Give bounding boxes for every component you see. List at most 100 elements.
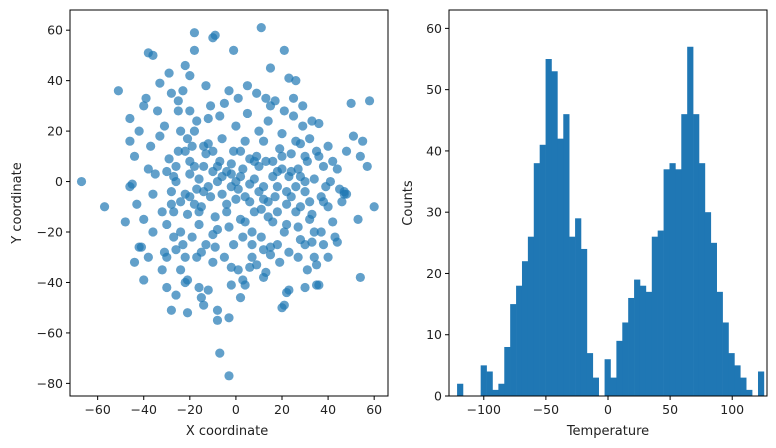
- scatter-point: [305, 134, 315, 144]
- histogram-bar: [746, 389, 753, 396]
- scatter-axes-frame: [69, 9, 389, 397]
- scatter-point: [166, 305, 176, 315]
- scatter-point: [277, 164, 287, 174]
- scatter-point: [302, 265, 312, 275]
- scatter-point: [307, 209, 317, 219]
- scatter-point: [152, 106, 163, 116]
- histogram-bar: [457, 383, 464, 396]
- scatter-point: [125, 113, 135, 124]
- scatter-point: [270, 96, 280, 106]
- scatter-point: [185, 192, 195, 202]
- scatter-point: [307, 237, 317, 247]
- scatter-point: [222, 166, 232, 177]
- scatter-point: [261, 93, 271, 103]
- scatter-point: [219, 98, 229, 108]
- scatter-point: [265, 63, 276, 73]
- histogram-bar: [722, 322, 729, 396]
- scatter-point: [233, 184, 243, 194]
- scatter-point: [169, 207, 179, 217]
- scatter-point: [210, 242, 220, 252]
- scatter-point: [208, 257, 218, 267]
- scatter-point: [256, 232, 266, 242]
- scatter-point: [182, 308, 193, 318]
- scatter-point: [300, 282, 310, 293]
- scatter-point: [261, 156, 271, 166]
- scatter-point: [224, 86, 234, 96]
- scatter-point: [240, 136, 250, 146]
- histogram-bar: [527, 236, 535, 396]
- histogram-y-axis-label: Counts: [401, 180, 416, 226]
- histogram-bar: [580, 248, 588, 396]
- scatter-point: [182, 134, 193, 144]
- scatter-point: [300, 240, 310, 250]
- histogram-bar: [545, 59, 552, 397]
- scatter-point: [132, 199, 142, 209]
- scatter-x-tick-label: 40: [320, 402, 336, 417]
- scatter-point: [247, 240, 257, 250]
- scatter-point: [341, 189, 352, 199]
- scatter-point: [185, 169, 195, 179]
- histogram-bar: [693, 114, 700, 397]
- scatter-point: [185, 70, 195, 81]
- scatter-point: [311, 260, 322, 270]
- scatter-point: [166, 187, 176, 197]
- histogram-y-ticks: 0 10 20 30 40 50 60: [426, 21, 449, 404]
- scatter-point: [323, 252, 333, 262]
- scatter-x-tick-label: −20: [177, 402, 203, 417]
- histogram-bar: [698, 163, 706, 396]
- scatter-point: [288, 93, 299, 103]
- scatter-point: [208, 146, 218, 156]
- scatter-point: [120, 217, 130, 227]
- scatter-point: [263, 197, 273, 207]
- scatter-y-tick-label: 20: [47, 124, 63, 139]
- scatter-x-tick-label: 60: [366, 402, 382, 417]
- scatter-point: [224, 371, 234, 381]
- scatter-point: [176, 227, 186, 237]
- scatter-point: [275, 257, 285, 267]
- histogram-bar: [657, 230, 664, 396]
- scatter-point: [240, 217, 250, 227]
- scatter-x-axis-label: X coordinate: [186, 424, 268, 439]
- scatter-point: [166, 199, 176, 209]
- scatter-point: [275, 144, 285, 154]
- scatter-point: [254, 126, 264, 136]
- scatter-point: [222, 207, 232, 217]
- scatter-point: [298, 101, 308, 111]
- scatter-point: [293, 252, 303, 262]
- scatter-point: [166, 88, 176, 98]
- scatter-point: [212, 224, 223, 235]
- scatter-point: [362, 161, 372, 172]
- scatter-point: [288, 111, 299, 121]
- scatter-point: [215, 348, 225, 358]
- histogram-bar: [716, 291, 723, 396]
- scatter-point: [164, 154, 174, 164]
- scatter-point: [272, 207, 282, 217]
- scatter-point: [194, 207, 204, 217]
- scatter-point: [182, 209, 193, 219]
- histogram-bar: [710, 242, 717, 396]
- scatter-y-tick-label: 60: [47, 23, 63, 38]
- scatter-point: [155, 78, 165, 88]
- histogram-bar: [516, 285, 523, 396]
- histogram-bar: [551, 71, 558, 397]
- scatter-point: [143, 164, 153, 174]
- scatter-point: [203, 182, 213, 192]
- scatter-point: [217, 134, 227, 144]
- scatter-point: [279, 45, 289, 55]
- scatter-point: [240, 280, 250, 290]
- scatter-point: [162, 282, 172, 293]
- scatter-point: [157, 265, 167, 275]
- scatter-y-tick-label: 0: [55, 174, 63, 189]
- scatter-point: [219, 252, 229, 262]
- scatter-point: [173, 96, 183, 106]
- scatter-point: [141, 93, 151, 103]
- scatter-point: [229, 45, 239, 55]
- scatter-point: [224, 313, 234, 323]
- histogram-bar: [610, 377, 617, 396]
- scatter-point: [355, 151, 365, 161]
- scatter-point: [252, 88, 262, 98]
- scatter-point: [176, 126, 186, 136]
- scatter-point: [286, 149, 296, 159]
- scatter-point: [169, 232, 179, 242]
- histogram-bar: [687, 46, 694, 397]
